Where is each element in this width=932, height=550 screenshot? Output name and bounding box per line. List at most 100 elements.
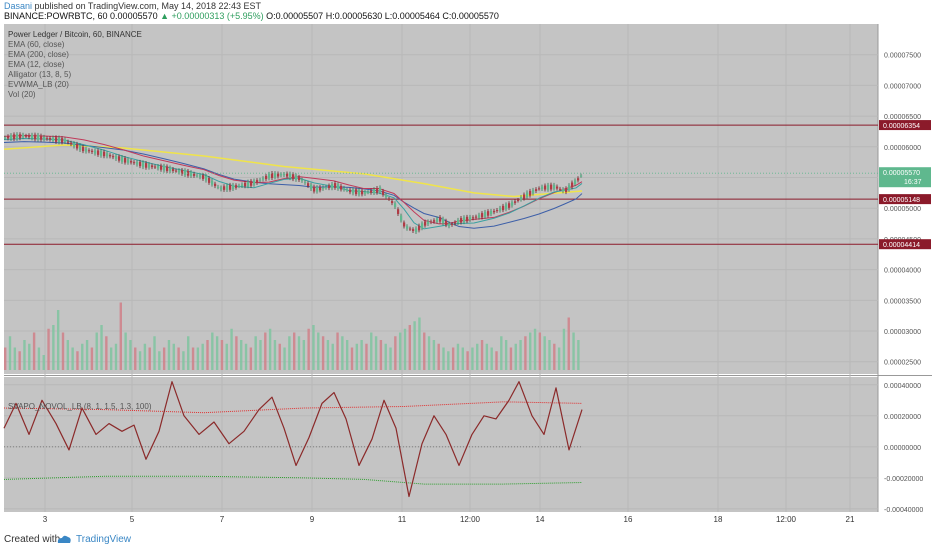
candle-body [355, 189, 358, 195]
candle-body [145, 163, 148, 168]
candle-body [526, 192, 529, 198]
candle-body [556, 186, 559, 189]
candle-body [115, 156, 118, 160]
volume-bar [490, 347, 493, 370]
volume-bar [119, 302, 122, 370]
volume-bar [297, 336, 301, 370]
candle-body [520, 197, 523, 200]
volume-bar [345, 340, 349, 370]
volume-bar [138, 351, 142, 370]
candle-body [334, 183, 337, 188]
volume-bar [427, 336, 431, 370]
candle-body [43, 136, 46, 140]
level-label: 0.00006354 [883, 123, 920, 130]
oscillator-legend[interactable]: SVAPO_NOVOL_LB (8, 1, 1.5, 1.3, 100) [8, 402, 152, 411]
osc-tick-label: 0.00000000 [884, 445, 921, 452]
tradingview-link[interactable]: TradingView [76, 534, 132, 545]
candle-body [445, 220, 448, 226]
candle-body [568, 185, 571, 190]
legend-ema60[interactable]: EMA (60, close) [8, 40, 65, 49]
candle-body [382, 190, 385, 195]
candle-body [55, 137, 58, 142]
volume-bar [451, 347, 455, 370]
price-tick-label: 0.00003000 [884, 329, 921, 336]
candle-body [481, 213, 484, 218]
volume-bar [182, 351, 185, 370]
candle-body [148, 164, 151, 168]
candle-body [463, 217, 466, 223]
candle-body [73, 143, 76, 147]
candle-body [412, 229, 415, 231]
candle-body [292, 174, 295, 180]
legend-evwma[interactable]: EVWMA_LB (20) [8, 80, 69, 89]
candle-body [271, 173, 274, 178]
candle-body [508, 203, 511, 208]
volume-bar [437, 343, 440, 370]
candle-body [403, 222, 406, 227]
candle-body [514, 201, 517, 203]
candle-body [67, 141, 70, 143]
candle-body [472, 217, 475, 219]
candle-body [433, 220, 436, 222]
volume-bar [225, 343, 228, 370]
legend-ema200[interactable]: EMA (200, close) [8, 50, 69, 59]
volume-bar [456, 343, 460, 370]
volume-bar [95, 332, 98, 370]
volume-bar [220, 340, 224, 370]
candle-body [313, 186, 316, 192]
volume-bar [162, 347, 166, 370]
symbol-summary: BINANCE:POWRBTC, 60 0.00005570 ▲ +0.0000… [4, 11, 499, 21]
volume-bar [317, 332, 320, 370]
volume-bar [331, 343, 334, 370]
candle-body [268, 173, 271, 179]
candle-body [196, 175, 199, 177]
volume-bar [509, 347, 513, 370]
candle-body [193, 173, 196, 176]
chart-title: Power Ledger / Bitcoin, 60, BINANCE [8, 30, 142, 39]
legend-ema12[interactable]: EMA (12, close) [8, 60, 65, 69]
volume-bar [264, 332, 267, 370]
low-value: L:0.00005464 [384, 11, 440, 21]
open-value: O:0.00005507 [266, 11, 324, 21]
candle-body [52, 137, 55, 141]
candle-body [454, 222, 457, 224]
candle-body [265, 175, 268, 180]
candle-body [46, 138, 49, 140]
candle-body [364, 191, 367, 194]
legend-alligator[interactable]: Alligator (13, 8, 5) [8, 70, 72, 79]
candle-body [562, 189, 565, 192]
volume-bar [47, 328, 50, 370]
volume-bar [124, 332, 127, 370]
volume-bar [548, 340, 551, 370]
candle-body [130, 161, 133, 163]
volume-bar [8, 336, 12, 370]
volume-bar [143, 343, 147, 370]
author-link[interactable]: Dasani [4, 1, 33, 11]
volume-bar [398, 332, 402, 370]
candle-body [478, 214, 481, 218]
candle-body [112, 156, 115, 158]
last-price-label: 0.00005570 [883, 170, 920, 177]
level-label: 0.00004414 [883, 242, 920, 249]
chart-area[interactable]: 3 5 7 9 11 12:00 14 16 18 12:00 21 0.00007500 0.0000… [0, 24, 932, 525]
price-chart-svg[interactable]: 3 5 7 9 11 12:00 14 16 18 12:00 21 0.00007500 0.0000… [0, 24, 932, 525]
volume-bar [85, 340, 89, 370]
publish-text: published on TradingView.com, May 14, 20… [34, 1, 262, 11]
volume-bar [153, 336, 156, 370]
candle-body [496, 210, 499, 212]
volume-bar [567, 317, 570, 370]
candle-body [436, 218, 439, 222]
level-label-bg [879, 239, 931, 250]
volume-bar [293, 332, 296, 370]
volume-bar [278, 343, 281, 370]
volume-bar [538, 332, 542, 370]
candle-body [424, 221, 427, 226]
candle-body [349, 189, 352, 193]
price-tick-label: 0.00006500 [884, 114, 921, 121]
legend-volume[interactable]: Vol (20) [8, 90, 36, 99]
candle-body [352, 189, 355, 194]
candle-body [316, 187, 319, 192]
candle-body [418, 225, 421, 231]
volume-bar [61, 332, 65, 370]
svapo-line [3, 381, 583, 498]
